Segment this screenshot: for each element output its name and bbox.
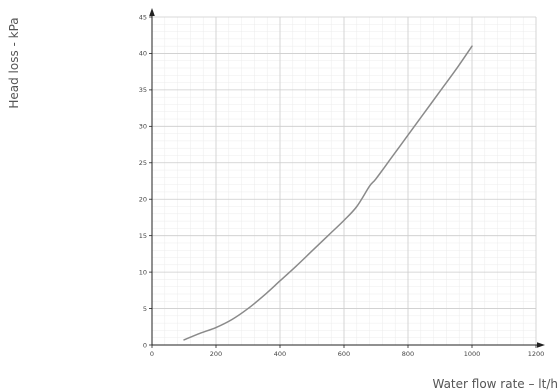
x-tick-label: 0 xyxy=(150,350,154,358)
x-axis-arrow xyxy=(537,342,545,348)
major-grid xyxy=(152,16,537,345)
x-tick-label: 1200 xyxy=(528,350,545,358)
y-tick-label: 30 xyxy=(139,123,147,131)
y-tick-labels: 0 5 10 15 20 25 30 35 40 45 xyxy=(139,13,147,349)
y-tick-label: 25 xyxy=(139,159,147,167)
axes xyxy=(149,8,545,348)
y-tick-label: 45 xyxy=(139,13,147,21)
y-axis-title: Head loss - kPa xyxy=(7,17,21,108)
x-tick-label: 400 xyxy=(274,350,286,358)
x-tick-label: 200 xyxy=(210,350,222,358)
x-tick-label: 1000 xyxy=(464,350,481,358)
series-group xyxy=(183,45,473,341)
y-axis-arrow xyxy=(149,8,155,16)
x-axis-title: Water flow rate – lt/h xyxy=(432,377,558,391)
y-tick-label: 0 xyxy=(143,341,147,349)
y-tick-label: 10 xyxy=(139,268,147,276)
y-tick-label: 35 xyxy=(139,86,147,94)
x-tick-labels: 0 200 400 600 800 1000 1200 xyxy=(150,350,544,358)
y-tick-label: 40 xyxy=(139,50,147,58)
y-tick-label: 5 xyxy=(143,305,147,313)
y-tick-label: 15 xyxy=(139,232,147,240)
series-line-0 xyxy=(183,45,473,341)
x-tick-label: 600 xyxy=(338,350,350,358)
x-tick-label: 800 xyxy=(402,350,414,358)
y-tick-label: 20 xyxy=(139,196,147,204)
